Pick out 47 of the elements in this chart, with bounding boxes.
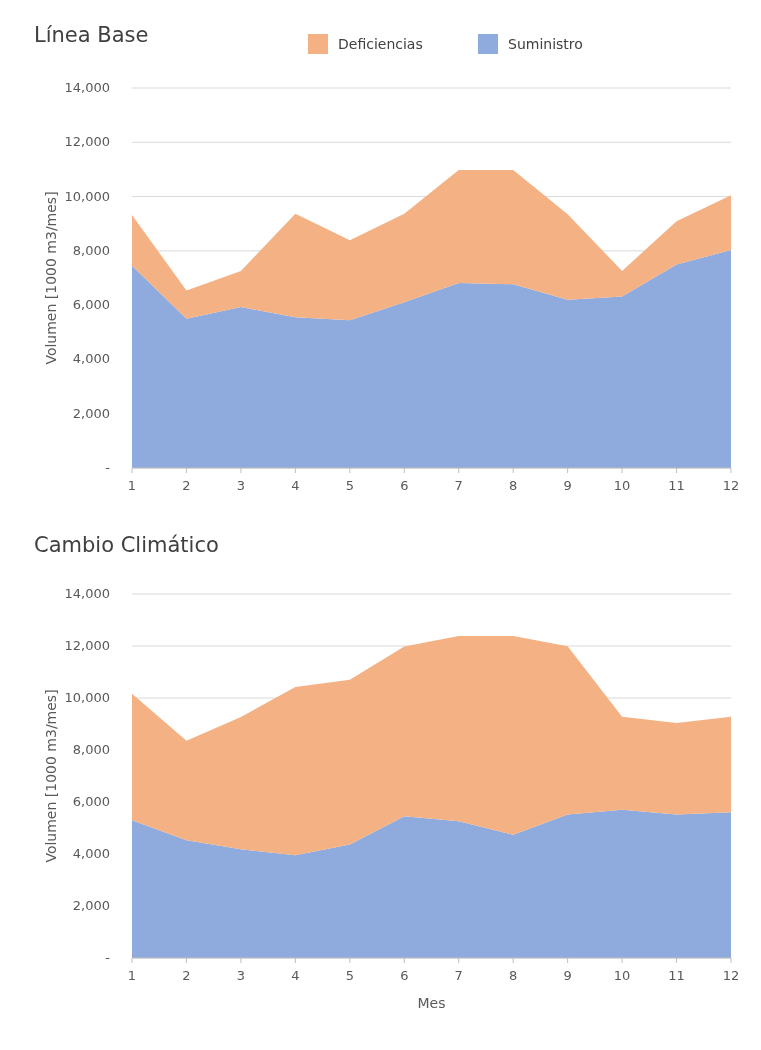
y-tick-label: 12,000 xyxy=(64,134,110,150)
x-axis-title: Mes xyxy=(417,995,446,1011)
x-tick-label: 9 xyxy=(563,478,572,493)
chart-title: Cambio Climático xyxy=(34,533,219,557)
legend-label: Suministro xyxy=(508,36,583,52)
x-tick-label: 8 xyxy=(509,478,518,493)
x-tick-label: 5 xyxy=(345,478,354,493)
y-axis-title: Volumen [1000 m3/mes] xyxy=(43,191,59,365)
y-tick-label: 14,000 xyxy=(64,586,110,601)
legend-label: Deficiencias xyxy=(338,36,423,52)
y-tick-label: 8,000 xyxy=(72,242,110,258)
x-tick-label: 11 xyxy=(668,968,685,983)
y-tick-label: 2,000 xyxy=(72,405,110,421)
y-tick-label: 6,000 xyxy=(72,297,110,313)
x-tick-label: 3 xyxy=(236,478,246,493)
x-tick-label: 2 xyxy=(182,968,191,983)
y-tick-label: 10,000 xyxy=(64,690,110,705)
x-tick-label: 12 xyxy=(722,478,740,493)
y-tick-label: 4,000 xyxy=(72,351,110,367)
x-tick-label: 7 xyxy=(454,478,463,493)
x-tick-label: 5 xyxy=(345,968,354,983)
x-tick-label: 12 xyxy=(722,968,740,983)
x-tick-label: 8 xyxy=(509,968,518,983)
x-tick-label: 7 xyxy=(454,968,463,983)
x-tick-label: 1 xyxy=(127,968,137,983)
x-tick-label: 11 xyxy=(668,478,685,493)
y-tick-label: 2,000 xyxy=(72,898,110,913)
y-tick-label: 8,000 xyxy=(72,742,110,757)
y-tick-label: - xyxy=(105,460,111,475)
y-tick-label: 6,000 xyxy=(72,794,110,809)
x-tick-label: 6 xyxy=(400,478,409,493)
x-tick-label: 9 xyxy=(563,968,572,983)
y-tick-label: 12,000 xyxy=(64,638,110,653)
x-tick-label: 10 xyxy=(613,968,631,983)
x-tick-label: 4 xyxy=(291,968,300,983)
y-tick-label: 14,000 xyxy=(64,80,110,95)
y-tick-label: - xyxy=(105,950,111,965)
chart-title: Línea Base xyxy=(34,23,149,47)
x-tick-label: 1 xyxy=(127,478,137,493)
y-tick-label: 4,000 xyxy=(72,846,110,861)
x-tick-label: 6 xyxy=(400,968,409,983)
y-tick-label: 10,000 xyxy=(64,188,110,204)
x-tick-label: 10 xyxy=(613,478,631,493)
x-tick-label: 4 xyxy=(291,478,300,493)
y-axis-title: Volumen [1000 m3/mes] xyxy=(43,689,59,863)
x-tick-label: 2 xyxy=(182,478,191,493)
x-tick-label: 3 xyxy=(236,968,246,983)
